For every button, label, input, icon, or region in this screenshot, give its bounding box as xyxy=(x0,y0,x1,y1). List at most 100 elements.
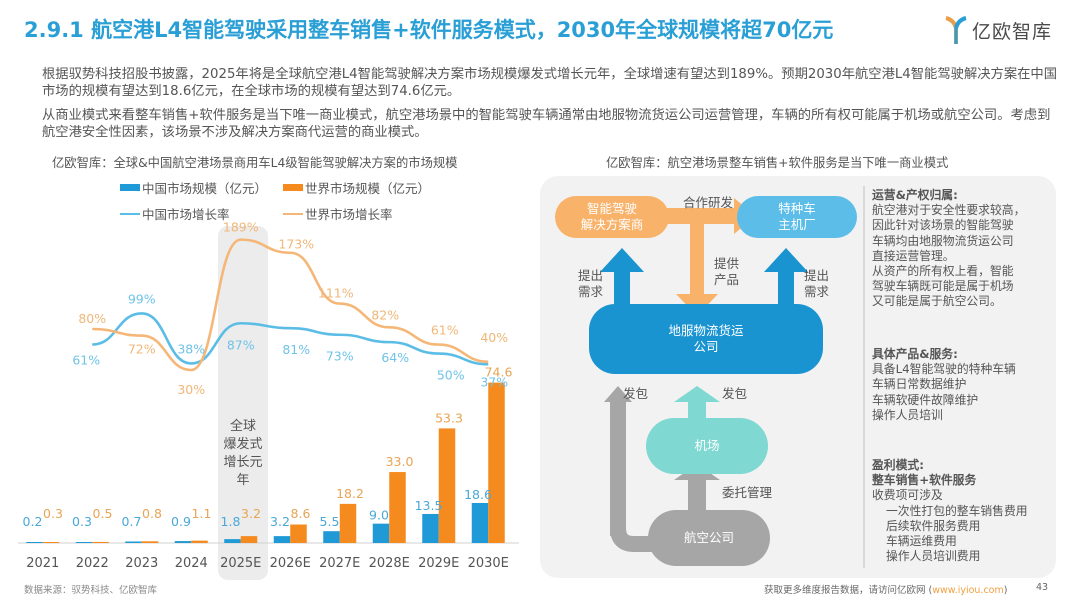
line-china-growth-label: 61% xyxy=(72,353,100,368)
diagram-title: 亿欧智库：航空港场景整车销售+软件服务是当下唯一商业模式 xyxy=(606,156,949,170)
bar-china xyxy=(323,531,340,543)
section-line: 又可能是属于航空公司。 xyxy=(872,294,1002,309)
x-tick-label: 2029E xyxy=(418,556,459,571)
bar-label-world: 3.2 xyxy=(241,506,261,521)
intro-paragraph-1: 根据驭势科技招股书披露，2025年将是全球航空港L4智能驾驶解决方案市场规模爆发… xyxy=(42,67,1058,99)
line-china-growth-label: 87% xyxy=(227,337,255,352)
footer-more-info: 获取更多维度报告数据，请访问亿欧网 (www.iyiou.com) xyxy=(764,582,1007,596)
legend-item-china-bar: 中国市场规模（亿元） xyxy=(120,178,267,197)
legend-swatch xyxy=(283,184,303,191)
edge-label-entrust: 委托管理 xyxy=(722,485,773,500)
bar-world xyxy=(389,472,406,543)
legend-label: 中国市场增长率 xyxy=(142,207,230,222)
section-line: 车辆软硬件故障维护 xyxy=(872,392,979,407)
node-airport: 机场 xyxy=(646,418,768,474)
line-china-growth-label: 50% xyxy=(437,368,465,383)
bar-label-china: 9.0 xyxy=(369,508,389,523)
line-china-growth-label: 73% xyxy=(326,349,354,364)
line-world-growth-label: 82% xyxy=(371,307,399,322)
cooperate-arrow xyxy=(636,198,756,234)
legend-label: 中国市场规模（亿元） xyxy=(142,181,268,196)
node-vehicle-oem: 特种车 主机厂 xyxy=(737,196,857,238)
edge-label-provide: 提供 产品 xyxy=(714,256,740,287)
bar-label-china: 18.6 xyxy=(464,487,492,502)
sidebar-section-products: 具体产品&服务: 具备L4智能驾驶的特种车辆 车辆日常数据维护 车辆软硬件故障维… xyxy=(872,347,1016,423)
section-line: 后续软件服务费用 xyxy=(886,518,981,533)
section-line: 直接运营管理。 xyxy=(872,248,955,263)
logo-text: 亿欧智库 xyxy=(972,20,1053,43)
bar-china xyxy=(422,513,439,543)
footer-link[interactable]: www.iyiou.com xyxy=(932,585,1004,596)
x-tick-label: 2026E xyxy=(270,556,311,571)
annotation-explosive-growth: 全球 爆发式 增长元年 xyxy=(223,419,263,488)
bar-label-world: 0.5 xyxy=(93,506,113,521)
line-china-growth-label: 37% xyxy=(480,374,508,389)
bar-world xyxy=(141,541,159,543)
bar-china xyxy=(174,541,192,543)
legend-line xyxy=(120,212,140,215)
section-heading: 运营&产权归属: xyxy=(872,188,958,202)
edge-label-demand-right: 提出 需求 xyxy=(804,268,830,299)
section-line: 从资产的所有权上看，智能 xyxy=(872,264,1014,279)
bar-label-world: 18.2 xyxy=(336,486,364,501)
intro-paragraph-2: 从商业模式来看整车销售+软件服务是当下唯一商业模式，航空港场景中的智能驾驶车辆通… xyxy=(42,108,1051,140)
line-world-growth-label: 61% xyxy=(431,323,459,338)
bar-label-china: 0.3 xyxy=(72,514,92,529)
section-heading: 具体产品&服务: xyxy=(872,347,958,361)
footer-text: 获取更多维度报告数据，请访问亿欧网 ( xyxy=(764,585,933,596)
bar-world xyxy=(488,382,505,543)
section-line: 操作人员培训费用 xyxy=(886,549,981,564)
bar-china xyxy=(471,503,489,543)
edge-label-demand-left: 提出 需求 xyxy=(578,268,604,299)
bar-china xyxy=(75,542,93,543)
bar-label-world: 33.0 xyxy=(386,454,414,469)
section-line: 因此针对该场景的智能驾驶 xyxy=(872,218,1014,233)
section-line: 车辆运维费用 xyxy=(886,534,957,549)
section-line: 收费项可涉及 xyxy=(872,488,943,503)
legend-label: 世界市场规模（亿元） xyxy=(305,181,431,196)
bar-china xyxy=(273,536,291,543)
section-line: 车辆均由地服物流货运公司 xyxy=(872,233,1014,248)
bar-label-china: 0.7 xyxy=(122,514,142,529)
x-tick-label: 2024 xyxy=(175,556,208,571)
x-tick-label: 2030E xyxy=(468,556,509,571)
provide-arrow xyxy=(676,224,718,316)
market-size-chart: 2021 2022 2023 2024 2025E 2026E 2027E 2028E 2029… xyxy=(18,220,519,571)
section-line: 操作人员培训 xyxy=(872,407,943,422)
legend-item-world-line: 世界市场增长率 xyxy=(283,204,393,223)
edge-label-cooperate: 合作研发 xyxy=(682,195,733,210)
bar-label-world: 8.6 xyxy=(291,506,311,521)
line-china-growth-label: 64% xyxy=(381,350,409,365)
line-world-growth-label: 173% xyxy=(278,237,314,252)
line-china-growth-label: 81% xyxy=(282,342,310,357)
x-tick-label: 2025E xyxy=(220,556,261,571)
bar-label-china: 0.2 xyxy=(23,514,43,529)
page-number: 43 xyxy=(1036,582,1049,593)
line-world-growth-label: 111% xyxy=(318,286,354,301)
bar-label-china: 3.2 xyxy=(270,514,290,529)
legend-item-world-bar: 世界市场规模（亿元） xyxy=(283,178,430,197)
chart-title: 亿欧智库：全球&中国航空港场景商用车L4级智能驾驶解决方案的市场规模 xyxy=(52,156,458,170)
bar-china xyxy=(224,539,241,543)
bar-label-world: 0.3 xyxy=(43,506,63,521)
logo-icon xyxy=(945,16,967,44)
section-line: 航空港对于安全性要求较高， xyxy=(872,203,1026,218)
x-tick-label: 2021 xyxy=(26,556,59,571)
bar-label-china: 5.5 xyxy=(320,514,340,529)
business-model-diagram xyxy=(600,198,808,552)
bar-label-world: 74.6 xyxy=(485,365,513,380)
bar-label-china: 1.8 xyxy=(221,514,241,529)
bar-china xyxy=(125,541,142,543)
line-world-growth-label: 40% xyxy=(480,330,508,345)
line-world-growth-label: 80% xyxy=(78,311,106,326)
sidebar-section-ownership: 运营&产权归属: 航空港对于安全性要求较高， 因此针对该场景的智能驾驶 车辆均由… xyxy=(872,188,1025,310)
bar-world xyxy=(42,542,60,543)
line-world-growth xyxy=(92,238,489,372)
node-ground-logistics: 地服物流货运 公司 xyxy=(589,304,823,374)
bar-world xyxy=(240,536,258,543)
bar-label-world: 1.1 xyxy=(192,506,212,521)
x-tick-label: 2028E xyxy=(369,556,410,571)
sidebar-divider xyxy=(863,186,865,568)
section-line: 驾驶车辆既可能是属于机场 xyxy=(872,279,1014,294)
page-title: 2.9.1 航空港L4智能驾驶采用整车销售+软件服务模式，2030年全球规模将超… xyxy=(24,18,834,42)
